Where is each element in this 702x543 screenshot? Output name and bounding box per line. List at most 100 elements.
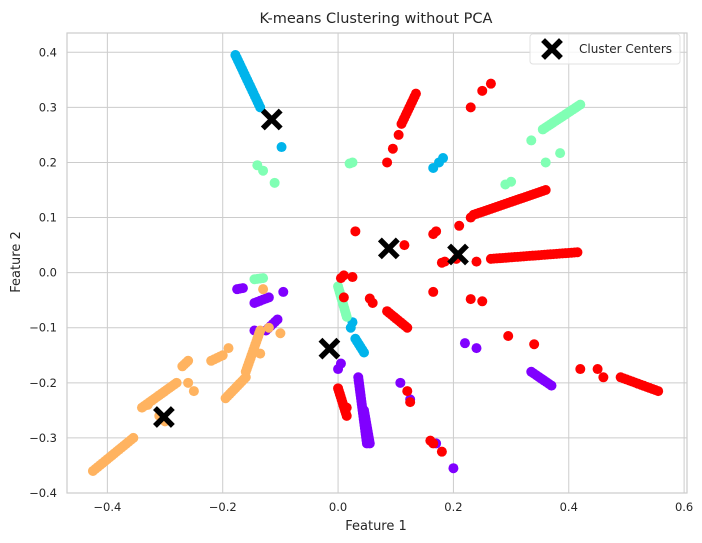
data-point-cluster-4 — [592, 364, 603, 375]
data-point-cluster-4 — [405, 397, 416, 408]
data-point-cluster-3 — [258, 284, 269, 295]
data-point-cluster-0 — [237, 283, 248, 294]
data-point-cluster-2 — [575, 99, 586, 110]
data-point-cluster-4 — [410, 88, 421, 99]
x-tick-label: −0.2 — [209, 500, 237, 514]
y-tick-label: −0.4 — [29, 486, 57, 500]
data-point-cluster-1 — [276, 142, 287, 153]
data-point-cluster-3 — [188, 386, 199, 397]
data-point-cluster-1 — [255, 102, 266, 113]
legend-marker-cluster-centers — [541, 38, 563, 60]
y-tick-label: 0.2 — [39, 155, 57, 169]
x-tick-label: 0.4 — [560, 500, 578, 514]
data-point-cluster-0 — [395, 377, 406, 388]
data-point-cluster-2 — [341, 311, 352, 322]
data-point-cluster-3 — [275, 328, 286, 339]
data-point-cluster-3 — [263, 322, 274, 333]
x-axis-ticks: −0.4 −0.2 0.0 0.2 0.4 0.6 — [93, 500, 693, 514]
data-point-cluster-4 — [338, 292, 349, 303]
data-point-cluster-4 — [454, 220, 465, 231]
data-point-cluster-4 — [465, 102, 476, 113]
data-point-cluster-3 — [255, 325, 266, 336]
data-point-cluster-4 — [399, 240, 410, 251]
data-point-cluster-4 — [335, 273, 346, 284]
chart-title: K-means Clustering without PCA — [260, 11, 493, 27]
data-point-cluster-0 — [278, 286, 289, 297]
cluster-center-marker — [447, 243, 469, 266]
cluster-center-marker — [377, 237, 400, 260]
x-tick-label: 0.2 — [444, 500, 462, 514]
data-point-cluster-4 — [428, 438, 439, 449]
data-point-cluster-1 — [345, 322, 356, 333]
y-axis-ticks: −0.4 −0.3 −0.2 −0.1 0.0 0.1 0.2 0.3 0.4 — [29, 45, 57, 500]
data-point-cluster-4 — [367, 297, 378, 308]
cluster-center-marker — [318, 337, 341, 360]
data-point-cluster-3 — [171, 377, 182, 388]
data-point-cluster-4 — [428, 286, 439, 297]
data-point-cluster-4 — [382, 157, 393, 168]
data-point-cluster-2 — [526, 135, 537, 146]
data-point-cluster-0 — [459, 338, 470, 349]
data-point-cluster-4 — [465, 212, 476, 223]
data-point-cluster-3 — [183, 377, 194, 388]
data-point-cluster-4 — [503, 330, 514, 341]
data-point-cluster-4 — [341, 402, 352, 413]
data-point-cluster-0 — [333, 364, 344, 375]
data-point-cluster-0 — [272, 314, 283, 325]
y-tick-label: −0.3 — [29, 431, 57, 445]
data-point-cluster-2 — [258, 273, 269, 284]
data-point-cluster-4 — [350, 226, 361, 237]
x-axis-label: Feature 1 — [345, 519, 407, 534]
data-point-cluster-4 — [393, 129, 404, 140]
y-tick-label: −0.2 — [29, 376, 57, 390]
data-point-cluster-3 — [255, 348, 266, 359]
data-point-cluster-4 — [529, 339, 540, 350]
data-point-cluster-3 — [128, 432, 139, 443]
data-point-cluster-4 — [471, 256, 482, 267]
data-point-cluster-4 — [402, 386, 413, 397]
data-point-cluster-4 — [341, 410, 352, 421]
data-point-cluster-4 — [347, 272, 358, 283]
data-point-cluster-4 — [477, 85, 488, 96]
data-point-cluster-1 — [438, 153, 449, 164]
data-point-cluster-3 — [183, 355, 194, 366]
y-tick-label: −0.1 — [29, 321, 57, 335]
data-point-cluster-2 — [540, 157, 551, 168]
data-point-cluster-0 — [471, 343, 482, 354]
x-tick-label: 0.6 — [675, 500, 693, 514]
data-point-cluster-2 — [347, 157, 358, 168]
data-point-cluster-4 — [387, 143, 398, 154]
data-point-cluster-0 — [263, 292, 274, 303]
cluster-centers — [153, 108, 469, 428]
y-tick-label: 0.1 — [39, 211, 57, 225]
data-point-cluster-2 — [555, 148, 566, 159]
legend-label-cluster-centers: Cluster Centers — [579, 42, 672, 56]
data-point-cluster-2 — [258, 165, 269, 176]
data-point-cluster-4 — [485, 78, 496, 89]
data-point-cluster-3 — [223, 343, 234, 354]
data-point-cluster-2 — [269, 177, 280, 188]
data-point-cluster-4 — [439, 256, 450, 267]
y-tick-label: 0.0 — [39, 266, 57, 280]
cluster-center-marker — [153, 406, 175, 428]
data-point-cluster-4 — [428, 229, 439, 240]
data-point-cluster-4 — [402, 322, 413, 333]
data-point-cluster-4 — [598, 372, 609, 383]
data-points — [87, 50, 664, 476]
data-point-cluster-0 — [448, 463, 459, 474]
cluster-center-marker — [260, 108, 283, 131]
y-tick-label: 0.3 — [39, 100, 57, 114]
y-tick-label: 0.4 — [39, 45, 57, 59]
legend-marker-x — [541, 38, 563, 60]
data-point-cluster-3 — [142, 399, 153, 410]
legend: Cluster Centers — [529, 33, 681, 65]
data-point-cluster-4 — [465, 294, 476, 305]
data-point-cluster-2 — [506, 176, 517, 187]
y-axis-label: Feature 2 — [9, 231, 24, 293]
x-tick-label: −0.4 — [93, 500, 121, 514]
x-tick-label: 0.0 — [329, 500, 347, 514]
plot-frame — [66, 32, 688, 494]
legend-box — [529, 33, 681, 65]
data-point-cluster-3 — [217, 350, 228, 361]
